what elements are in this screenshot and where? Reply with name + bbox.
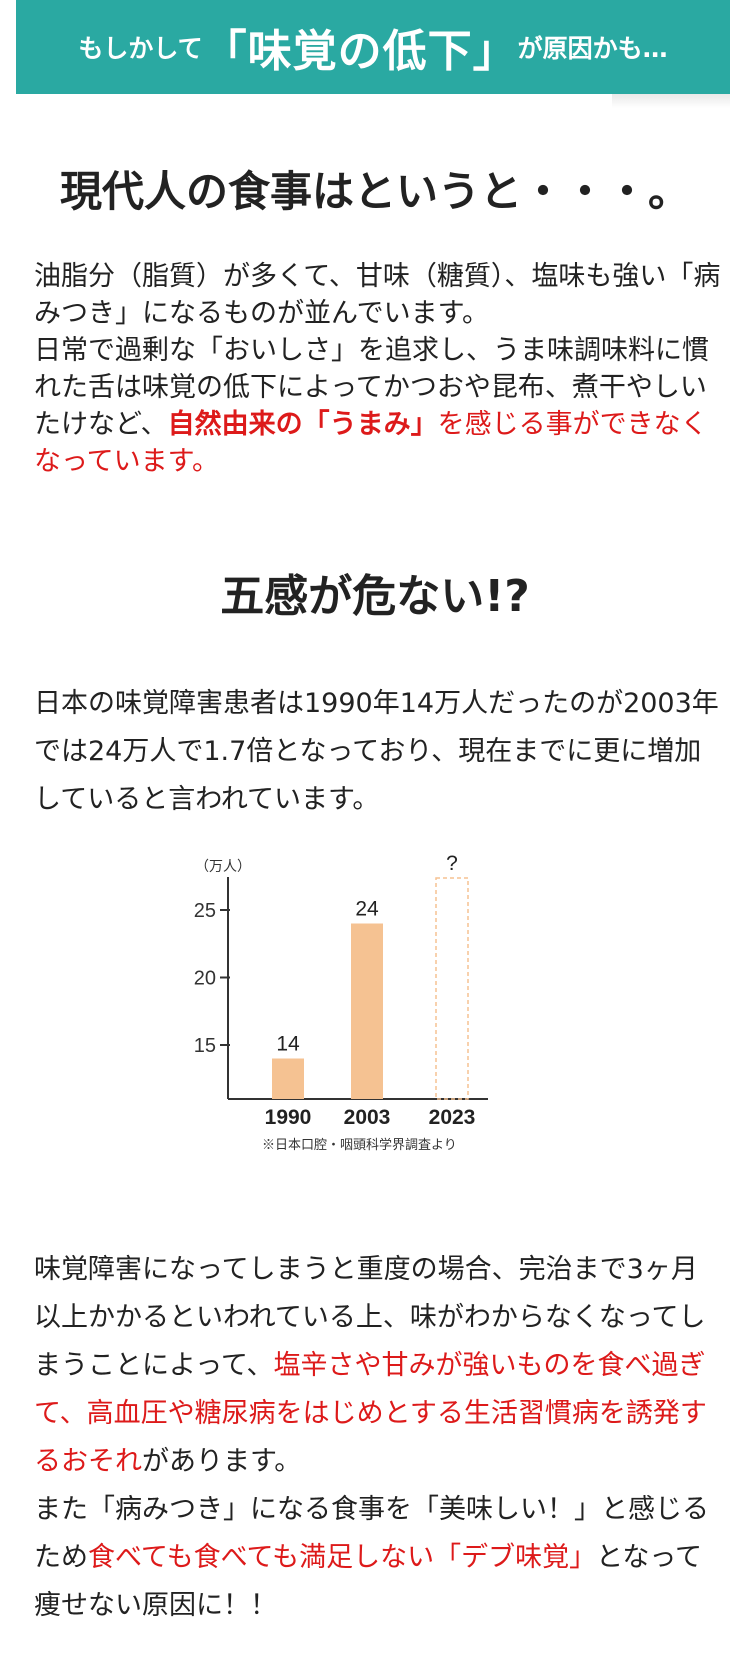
text-segment: 塩辛さや甘みが強いものを食べ過ぎて、高血圧や糖尿病をはじめとする生活習慣病を誘発… xyxy=(34,1350,707,1477)
chart-source-note: ※日本口腔・咽頭科学界調査より xyxy=(262,1137,457,1152)
text-segment: 油脂分（脂質）が多くて、甘味（糖質）、塩味も強い「病みつき」になるものが並んでい… xyxy=(34,261,721,329)
x-tick-label-2023: 2023 xyxy=(429,1106,476,1129)
heading-five-senses: 五感が危ない!? xyxy=(220,571,530,622)
data-label-2023: ? xyxy=(446,855,458,875)
bar-2023-unknown xyxy=(435,877,469,1100)
text-segment: 日本の味覚障害患者は1990年14万人だったのが2003年では24万人で1.7倍… xyxy=(34,688,719,815)
paragraph-risks: 味覚障害になってしまうと重度の場合、完治まで3ヶ月以上かかるといわれている上、味… xyxy=(34,1246,724,1630)
text-segment: また「病みつき」になる食事を「美味しい！」と感じるため xyxy=(34,1494,709,1573)
data-label-1990: 14 xyxy=(276,1033,300,1056)
banner-prefix: もしかして xyxy=(78,34,203,63)
banner-highlight: 「味覚の低下」 xyxy=(202,26,518,77)
data-label-2003: 24 xyxy=(355,898,379,921)
taste-disorder-bar-chart: （万人） 15 20 25 14 1990 24 2003? 2023 ※日本口腔・咽頭科学界調査… xyxy=(194,855,488,1152)
header-banner: もしかして 「味覚の低下」 が原因かも… xyxy=(16,0,730,94)
x-tick-label-1990: 1990 xyxy=(265,1106,312,1129)
y-tick-label: 20 xyxy=(194,968,216,990)
heading-modern-diet: 現代人の食事はというと・・・。 xyxy=(59,167,690,216)
bar-2003 xyxy=(351,923,383,1099)
banner-suffix: が原因かも… xyxy=(517,34,668,63)
paragraph-diet: 油脂分（脂質）が多くて、甘味（糖質）、塩味も強い「病みつき」になるものが並んでい… xyxy=(34,258,724,480)
text-segment: があります。 xyxy=(142,1446,302,1477)
text-segment: 日常で過剰な「おいしさ」を追求し、うま味調味料に慣れた舌は味覚の低下によってかつ… xyxy=(34,335,709,440)
x-tick-label-2003: 2003 xyxy=(344,1106,391,1129)
y-tick-label: 15 xyxy=(194,1035,216,1057)
text-segment: 味覚障害になってしまうと重度の場合、完治まで3ヶ月以上かかるといわれている上、味… xyxy=(34,1254,706,1381)
text-segment: を感じる事ができなくなっています。 xyxy=(34,409,708,477)
bar-1990 xyxy=(272,1058,304,1099)
text-segment: 自然由来の「うまみ」 xyxy=(167,409,438,440)
y-tick-label: 25 xyxy=(194,900,216,922)
banner-shadow xyxy=(612,94,730,108)
text-segment: となって痩せない原因に！！ xyxy=(34,1542,702,1621)
paragraph-statistics: 日本の味覚障害患者は1990年14万人だったのが2003年では24万人で1.7倍… xyxy=(34,680,724,824)
y-axis-unit-label: （万人） xyxy=(195,858,251,874)
text-segment: 食べても食べても満足しない「デブ味覚」 xyxy=(88,1542,597,1573)
